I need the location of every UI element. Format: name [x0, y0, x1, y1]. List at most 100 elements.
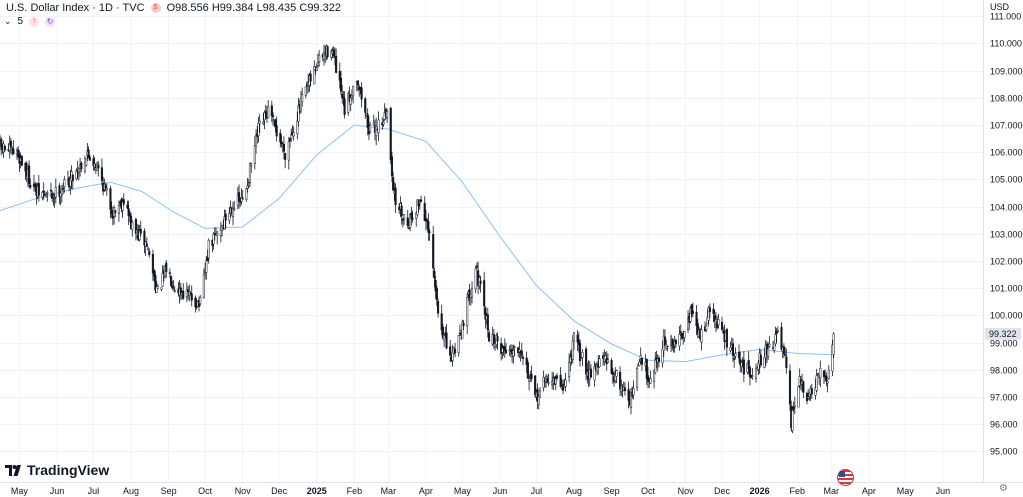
candle-body [737, 352, 741, 359]
time-tick-label: Feb [790, 486, 806, 496]
candle-body [179, 287, 182, 293]
price-tick-label: 106.000 [990, 148, 1023, 158]
candle-body [793, 405, 796, 408]
candle-body [731, 343, 734, 356]
candle-body [257, 122, 260, 136]
candle-body [638, 361, 641, 366]
candle-body [526, 362, 529, 379]
indicators-toggle[interactable]: ⌄ 5 ! ↻ [4, 16, 56, 27]
candle-body [713, 315, 716, 322]
candle-body [282, 144, 286, 152]
candle-body [580, 357, 583, 360]
candle-body [542, 377, 545, 389]
candle-body [263, 112, 266, 120]
candle-body [632, 388, 635, 396]
candle-body [241, 197, 244, 200]
candle-body [614, 374, 617, 382]
candle-body [364, 98, 367, 113]
candle-body [720, 321, 724, 330]
candle-body [275, 125, 278, 137]
time-tick-label: May [11, 486, 29, 496]
settings-icon[interactable]: ⚙ [999, 483, 1008, 494]
candle-body [451, 351, 454, 361]
candle-body [700, 329, 703, 343]
time-tick-label: Aug [123, 486, 139, 496]
candle-body [530, 373, 533, 380]
candle-body [808, 392, 811, 397]
chevron-down-icon[interactable]: ⌄ [4, 16, 12, 26]
candle-body [339, 78, 343, 92]
price-tick-label: 111.000 [990, 12, 1021, 22]
candle-body [520, 350, 523, 356]
candle-body [468, 289, 471, 299]
candle-body [401, 218, 404, 221]
candle-body [559, 374, 562, 387]
candle-body [131, 222, 134, 230]
candle-body [87, 149, 90, 158]
candle-body [470, 288, 474, 298]
candle-body [45, 194, 48, 197]
candle-body [518, 349, 521, 353]
candle-body [577, 340, 580, 345]
moving-average-line [0, 124, 834, 363]
candle-body [88, 156, 91, 161]
candle-body [690, 304, 693, 315]
time-tick-label: Dec [271, 486, 288, 496]
symbol-legend[interactable]: U.S. Dollar Index · 1D · TVC $ O98.556 H… [6, 2, 341, 14]
candle-body [466, 296, 469, 326]
price-tick-label: 108.000 [990, 94, 1023, 104]
candle-body [831, 344, 834, 372]
candle-body [121, 201, 124, 211]
price-tick-label: 109.000 [990, 67, 1023, 77]
candle-body [145, 243, 148, 247]
candle-body [441, 326, 444, 339]
candle-body [17, 149, 20, 157]
candle-body [24, 162, 27, 172]
candle-body [386, 110, 389, 118]
candle-body [187, 289, 190, 293]
alert-badge-icon[interactable]: ! [29, 16, 40, 27]
candle-body [432, 234, 435, 269]
candle-body [494, 343, 497, 347]
candle-body [267, 106, 270, 119]
candle-body [77, 168, 80, 173]
candle-body [347, 93, 350, 113]
candle-body [377, 119, 380, 134]
candle-body [504, 349, 508, 354]
candle-body [598, 358, 601, 368]
time-axis[interactable]: May Jun Jul Aug Sep Oct Nov Dec 2025 Feb Mar Apr May… [11, 486, 950, 496]
candle-body [322, 52, 326, 60]
candle-body [629, 392, 633, 408]
currency-label[interactable]: USD [990, 2, 1010, 12]
us-flag-icon[interactable] [837, 469, 854, 486]
price-tick-label: 97.000 [990, 393, 1018, 403]
candle-body [154, 274, 157, 291]
candle-body [747, 360, 750, 369]
candle-body [825, 376, 828, 381]
high-label: H [211, 2, 220, 14]
candle-body [569, 356, 572, 363]
symbol-title[interactable]: U.S. Dollar Index · 1D · TVC [6, 2, 145, 14]
time-tick-label: Mar [823, 486, 839, 496]
price-tick-label: 98.000 [990, 366, 1018, 376]
candle-body [392, 177, 395, 191]
candle-body [239, 200, 242, 203]
candle-body [649, 378, 652, 384]
candle-body [375, 126, 378, 136]
candle-body [62, 187, 65, 190]
candle-body [173, 290, 176, 292]
candle-body [60, 189, 63, 195]
time-tick-label: Feb [347, 486, 363, 496]
candle-body [0, 139, 3, 147]
candle-body [28, 165, 31, 185]
candle-body [138, 230, 141, 240]
candle-body [822, 370, 826, 377]
candle-body [104, 185, 107, 188]
candle-body [776, 330, 779, 332]
price-axis[interactable]: 95.000 96.000 97.000 98.000 99.000 100.000 101… [990, 12, 1023, 457]
tradingview-logo[interactable]: TradingView [5, 462, 109, 478]
refresh-badge-icon[interactable]: ↻ [45, 16, 56, 27]
candle-body [554, 378, 557, 385]
candle-body [172, 288, 175, 291]
